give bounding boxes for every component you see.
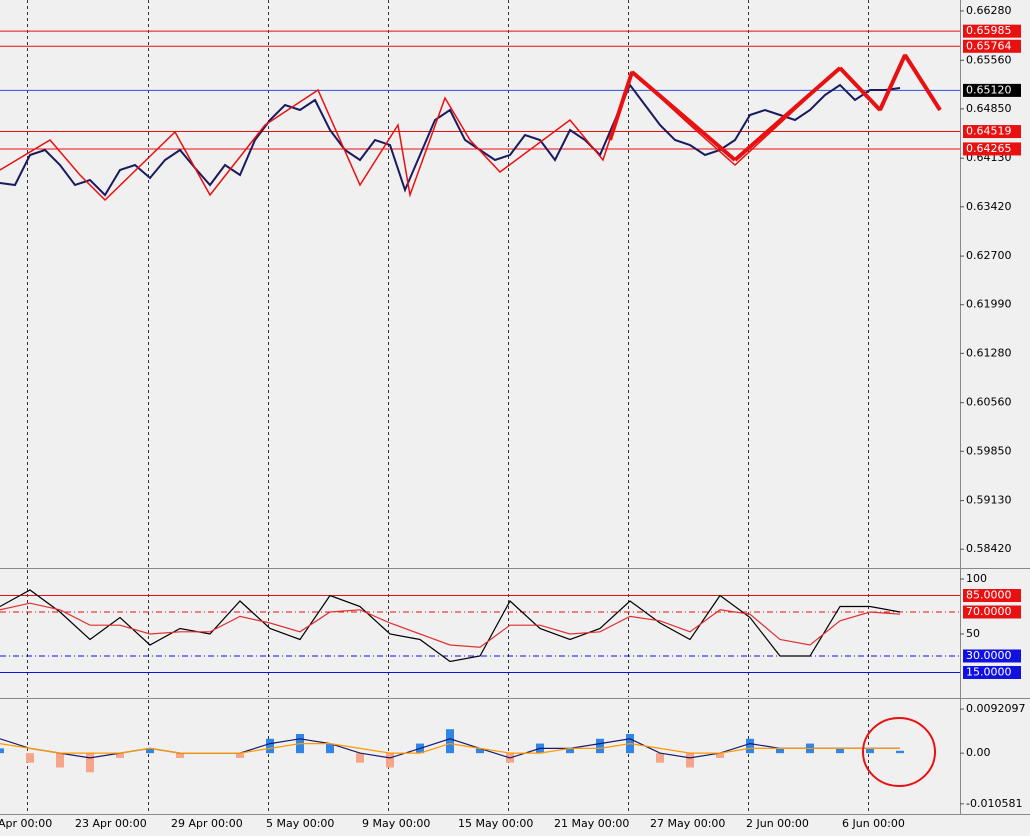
histogram-bar [386,753,394,768]
annotations [0,53,942,787]
time-label: 6 Jun 00:00 [842,817,905,830]
level-label-box [963,665,1021,679]
time-label: 27 May 00:00 [650,817,725,830]
y-tick-label: -0.010581 [966,797,1022,810]
zigzag-annotation [0,53,941,202]
y-tick-label: 0.0092097 [966,702,1026,715]
level-label-box [963,649,1021,663]
histogram-bar [0,748,4,754]
series-line [0,83,901,197]
y-tick-label: 0.62700 [966,249,1012,262]
y-tick-label: 0.00 [966,746,991,759]
y-tick-label: 100 [966,572,987,585]
histogram-bar [356,753,364,763]
series-line [0,589,901,663]
level-label-box [963,125,1021,139]
histogram-bar [266,738,274,754]
y-tick-label: 0.64850 [966,102,1012,115]
time-label: 2 Jun 00:00 [746,817,809,830]
level-label-box [963,589,1021,603]
histogram-bar [566,748,574,754]
level-label-box [963,24,1021,38]
histogram-bar [596,738,604,754]
level-label-box [963,605,1021,619]
level-label: 0.64265 [966,142,1012,155]
time-label: Apr 00:00 [0,817,52,830]
histogram-bar [236,753,244,758]
arrow-annotation [608,53,942,162]
y-tick-label: 0.61280 [966,346,1012,359]
series-line [0,742,900,754]
level-label: 30.0000 [966,649,1012,662]
level-label: 0.65120 [966,83,1012,96]
histogram-bar [836,748,844,754]
histogram-bar [56,753,64,768]
histogram-bar [446,729,454,754]
y-tick-label: 0.66280 [966,4,1012,17]
histogram-bar [716,753,724,758]
level-label: 0.64519 [966,125,1012,138]
y-tick-label: 0.59850 [966,444,1012,457]
level-label: 70.0000 [966,605,1012,618]
level-label: 15.0000 [966,665,1012,678]
histogram-bar [146,748,154,754]
histogram-bar [326,743,334,754]
histogram-bar [686,753,694,768]
level-label-box [963,83,1021,97]
histogram-bar [776,748,784,754]
time-label: 15 May 00:00 [458,817,533,830]
time-label: 21 May 00:00 [554,817,629,830]
circle-annotation [862,717,936,787]
y-tick-label: 0.58420 [966,542,1012,555]
time-label: 23 Apr 00:00 [75,817,147,830]
y-tick-label: 50 [966,627,980,640]
time-label: 9 May 00:00 [362,817,430,830]
level-label-box [963,39,1021,53]
level-label-box [963,142,1021,156]
histogram-bar [896,750,904,754]
level-label: 0.65764 [966,39,1012,52]
time-label: 29 Apr 00:00 [171,817,243,830]
histogram-bar [866,748,874,754]
y-tick-label: 0.61990 [966,298,1012,311]
histogram-bar [476,748,484,754]
y-tick-label: 0.65560 [966,53,1012,66]
time-label: 5 May 00:00 [266,817,334,830]
y-tick-label: 0.59130 [966,494,1012,507]
y-tick-label: 0.63420 [966,200,1012,213]
y-tick-label: 0.60560 [966,396,1012,409]
histogram-bar [746,738,754,754]
histogram-bar [656,753,664,763]
panel-borders [0,0,1030,815]
histogram-bar [176,753,184,758]
histogram-bar [116,753,124,758]
histogram-bar [86,753,94,773]
level-label: 85.0000 [966,589,1012,602]
series-line [0,602,901,648]
level-label: 0.65985 [966,24,1012,37]
histogram-bar [26,753,34,763]
